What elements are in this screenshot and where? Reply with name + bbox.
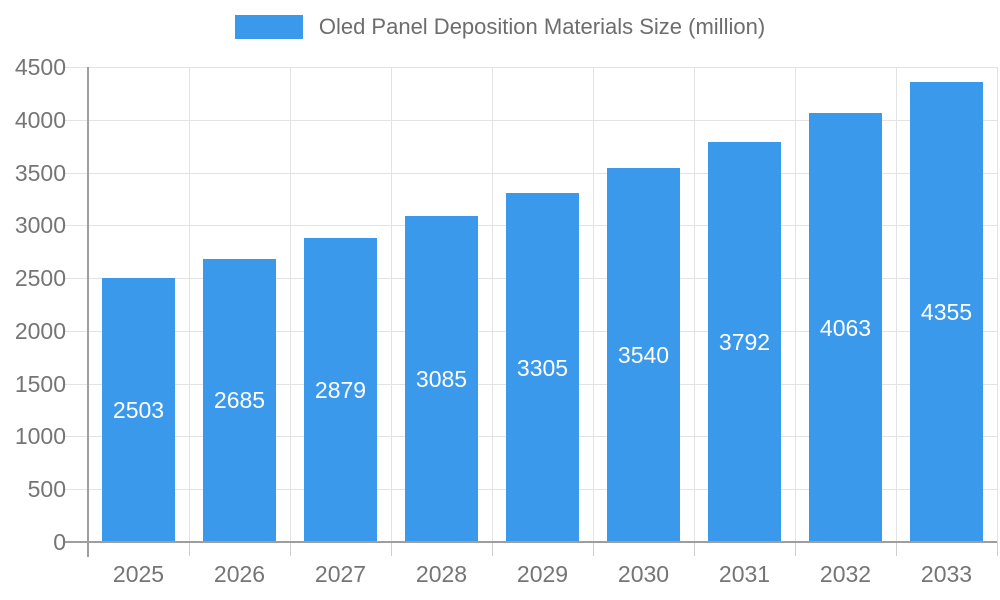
x-axis-tick	[795, 542, 796, 556]
bar-2026[interactable]	[203, 258, 276, 542]
x-axis-tick-label: 2026	[213, 561, 266, 587]
y-gridline	[65, 67, 997, 68]
x-gridline	[896, 67, 897, 542]
legend-label: Oled Panel Deposition Materials Size (mi…	[318, 14, 766, 39]
y-axis-tick-label: 4000	[14, 106, 66, 133]
x-gridline	[997, 67, 998, 542]
x-axis-tick-label: 2033	[920, 561, 973, 587]
y-gridline	[65, 119, 997, 121]
bar-2033[interactable]	[910, 82, 983, 542]
y-axis-tick-label: 2500	[14, 265, 66, 292]
x-axis-tick-label: 2025	[112, 561, 165, 587]
x-gridline	[795, 67, 796, 542]
bar-value-label: 4063	[819, 314, 872, 341]
y-axis-tick-label: 500	[27, 476, 66, 503]
bar-2025[interactable]	[102, 277, 175, 542]
x-axis-tick	[492, 542, 493, 556]
bar-value-label: 2503	[112, 396, 165, 423]
bar-value-label: 3085	[415, 366, 468, 393]
x-axis-tick-label: 2030	[617, 561, 670, 587]
x-gridline	[189, 67, 190, 542]
x-axis-tick	[694, 542, 695, 556]
x-axis-tick-label: 2029	[516, 561, 569, 587]
bar-value-label: 3540	[617, 342, 670, 369]
legend-item[interactable]: Oled Panel Deposition Materials Size (mi…	[0, 14, 1000, 40]
bar-value-label: 2685	[213, 387, 266, 414]
x-axis-tick	[593, 542, 594, 556]
y-axis-line	[87, 67, 89, 557]
y-axis-tick-label: 3000	[14, 212, 66, 239]
x-gridline	[391, 67, 392, 542]
bar-2030[interactable]	[607, 168, 680, 542]
bar-value-label: 3305	[516, 354, 569, 381]
x-axis-tick	[290, 542, 291, 556]
x-axis-tick	[189, 542, 190, 556]
x-axis-tick-label: 2032	[819, 561, 872, 587]
bar-2027[interactable]	[304, 238, 377, 542]
y-axis-tick-label: 1000	[14, 423, 66, 450]
bar-2031[interactable]	[708, 141, 781, 542]
x-axis-tick	[391, 542, 392, 556]
x-axis-tick	[896, 542, 897, 556]
bar-2029[interactable]	[506, 193, 579, 542]
x-axis-tick	[997, 542, 998, 556]
y-axis-tick-label: 2000	[14, 317, 66, 344]
y-axis-tick-label: 1500	[14, 370, 66, 397]
x-axis-tick-label: 2028	[415, 561, 468, 587]
bar-value-label: 4355	[920, 299, 973, 326]
y-axis-tick-label: 4500	[14, 54, 66, 80]
y-gridline	[65, 172, 997, 174]
x-axis-line	[65, 541, 997, 543]
x-gridline	[593, 67, 594, 542]
bar-2032[interactable]	[809, 113, 882, 542]
x-axis-tick-label: 2031	[718, 561, 771, 587]
x-axis-tick-label: 2027	[314, 561, 367, 587]
legend-swatch-icon	[234, 15, 303, 39]
bar-2028[interactable]	[405, 216, 478, 542]
y-axis-tick-label: 0	[53, 529, 66, 555]
x-gridline	[290, 67, 291, 542]
x-gridline	[492, 67, 493, 542]
bar-value-label: 2879	[314, 377, 367, 404]
x-gridline	[694, 67, 695, 542]
bar-value-label: 3792	[718, 328, 771, 355]
y-axis-tick-label: 3500	[14, 159, 66, 186]
